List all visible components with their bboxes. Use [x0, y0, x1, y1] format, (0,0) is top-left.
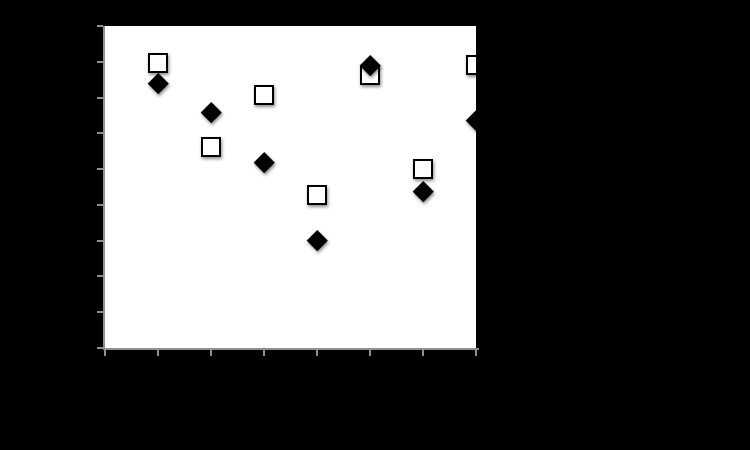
- x-axis-tick: [210, 350, 212, 356]
- diamond-shape: [253, 151, 275, 173]
- x-axis-tick: [422, 350, 424, 356]
- y-axis-tick: [97, 311, 103, 314]
- x-axis-tick: [316, 350, 318, 356]
- marker-open-square: [254, 85, 274, 106]
- diamond-shape: [306, 229, 328, 251]
- y-axis-tick: [97, 132, 103, 135]
- marker-filled-diamond: [359, 54, 381, 76]
- marker-open-square: [413, 159, 433, 180]
- x-axis-tick: [475, 350, 477, 356]
- y-axis-tick: [97, 275, 103, 278]
- diamond-shape: [359, 54, 381, 76]
- y-axis-tick: [97, 60, 103, 63]
- y-axis-tick: [97, 25, 103, 27]
- diamond-shape: [200, 101, 222, 123]
- y-axis-tick: [97, 239, 103, 242]
- diamond-shape: [147, 72, 169, 94]
- x-axis-line: [103, 348, 479, 350]
- y-axis-tick: [97, 168, 103, 171]
- marker-open-square: [466, 54, 476, 75]
- x-axis-tick: [369, 350, 371, 356]
- marker-open-square: [201, 136, 221, 157]
- marker-filled-diamond: [412, 180, 434, 202]
- marker-filled-diamond: [200, 101, 222, 123]
- y-axis-tick: [97, 96, 103, 99]
- y-axis-tick: [97, 203, 103, 206]
- marker-filled-diamond: [465, 109, 476, 131]
- y-axis-tick: [97, 347, 103, 349]
- marker-filled-diamond: [253, 151, 275, 173]
- marker-open-square: [148, 52, 168, 73]
- diamond-shape: [412, 180, 434, 202]
- plot-area: [105, 26, 476, 348]
- x-axis-tick: [157, 350, 159, 356]
- marker-filled-diamond: [306, 229, 328, 251]
- marker-filled-diamond: [147, 72, 169, 94]
- marker-open-square: [307, 184, 327, 205]
- x-axis-tick: [263, 350, 265, 356]
- x-axis-tick: [104, 350, 106, 356]
- y-axis-line: [103, 26, 105, 350]
- diamond-shape: [465, 109, 476, 131]
